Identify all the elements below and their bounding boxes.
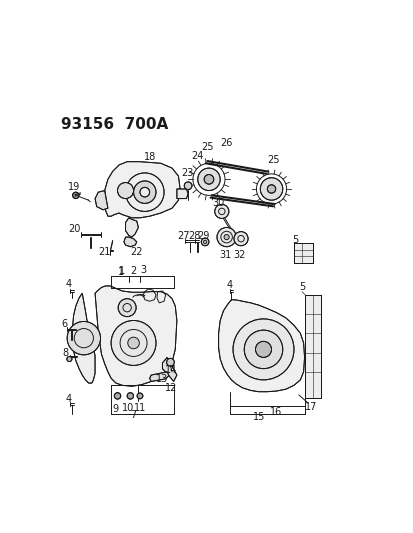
- Text: 93156  700A: 93156 700A: [61, 117, 168, 132]
- Text: 17: 17: [304, 402, 316, 412]
- Text: 31: 31: [219, 250, 231, 260]
- Text: 1: 1: [119, 266, 125, 276]
- Circle shape: [214, 204, 228, 219]
- Circle shape: [166, 358, 174, 366]
- Text: 18: 18: [143, 152, 155, 162]
- Text: 16: 16: [270, 407, 282, 417]
- Polygon shape: [304, 295, 320, 398]
- Circle shape: [204, 174, 213, 184]
- Text: 21: 21: [98, 247, 111, 256]
- Polygon shape: [218, 300, 304, 392]
- Circle shape: [184, 182, 192, 190]
- Circle shape: [201, 238, 209, 246]
- Polygon shape: [72, 293, 95, 383]
- Polygon shape: [123, 237, 136, 247]
- Text: 10: 10: [122, 403, 134, 414]
- Text: 13: 13: [156, 374, 168, 384]
- Text: 25: 25: [267, 155, 279, 165]
- Circle shape: [117, 182, 133, 199]
- Text: 2: 2: [130, 266, 136, 276]
- Circle shape: [125, 173, 164, 212]
- Circle shape: [267, 185, 275, 193]
- Circle shape: [233, 319, 293, 380]
- Text: 28: 28: [188, 231, 200, 241]
- Text: 7: 7: [130, 410, 136, 420]
- Circle shape: [114, 393, 121, 399]
- Circle shape: [137, 393, 142, 399]
- Circle shape: [118, 298, 136, 317]
- Text: 8: 8: [62, 348, 68, 358]
- Text: 1: 1: [117, 268, 123, 277]
- Circle shape: [128, 337, 139, 349]
- Text: 24: 24: [191, 151, 204, 161]
- Text: 12: 12: [164, 383, 177, 393]
- Text: 26: 26: [220, 139, 232, 148]
- Text: 32: 32: [233, 250, 245, 260]
- Circle shape: [133, 181, 156, 204]
- Text: 15: 15: [252, 412, 264, 422]
- Text: 22: 22: [130, 247, 142, 256]
- Circle shape: [244, 330, 282, 369]
- Text: 29: 29: [197, 231, 209, 241]
- Text: 4: 4: [66, 394, 71, 404]
- Polygon shape: [95, 191, 108, 210]
- Text: 3: 3: [140, 265, 146, 276]
- Circle shape: [67, 321, 100, 355]
- Text: 30: 30: [211, 198, 223, 208]
- Polygon shape: [104, 161, 180, 218]
- Text: 27: 27: [177, 231, 190, 241]
- Text: 14: 14: [165, 365, 177, 375]
- Circle shape: [255, 341, 271, 358]
- Text: 5: 5: [292, 235, 298, 245]
- Text: 9: 9: [112, 404, 118, 414]
- Text: 5: 5: [299, 282, 305, 293]
- Circle shape: [216, 228, 236, 247]
- Text: 4: 4: [66, 279, 71, 288]
- Text: 20: 20: [68, 224, 80, 234]
- Text: 25: 25: [201, 142, 213, 152]
- Polygon shape: [149, 372, 169, 382]
- Circle shape: [127, 393, 133, 399]
- Circle shape: [66, 357, 72, 361]
- Polygon shape: [293, 244, 313, 263]
- Polygon shape: [95, 286, 176, 386]
- Text: 4: 4: [225, 280, 232, 289]
- Circle shape: [111, 320, 156, 366]
- Text: 11: 11: [133, 403, 146, 414]
- Circle shape: [197, 168, 220, 191]
- Text: 6: 6: [62, 319, 67, 329]
- Polygon shape: [176, 189, 188, 199]
- Circle shape: [260, 177, 282, 200]
- Circle shape: [72, 192, 79, 199]
- Circle shape: [223, 235, 229, 240]
- Circle shape: [140, 187, 149, 197]
- Polygon shape: [125, 218, 138, 237]
- Circle shape: [233, 232, 247, 246]
- Text: 19: 19: [68, 182, 80, 192]
- Polygon shape: [162, 358, 176, 382]
- Text: 23: 23: [180, 168, 193, 178]
